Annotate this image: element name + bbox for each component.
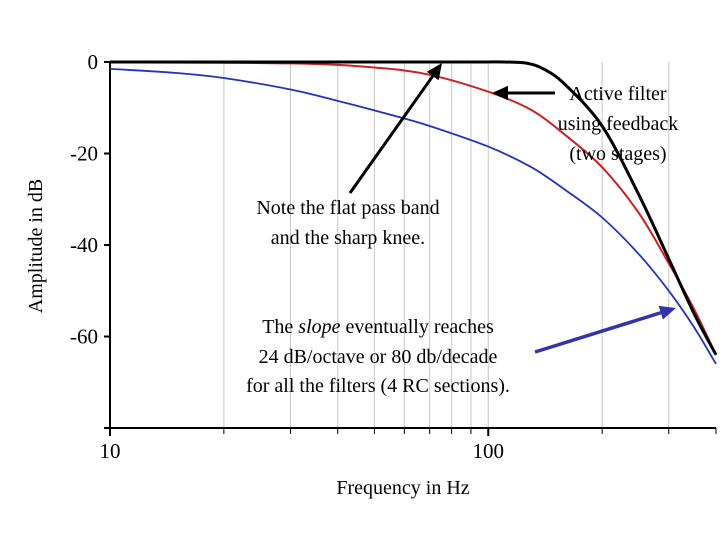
annotation-line: using feedback xyxy=(558,113,679,135)
annotation-arrows xyxy=(348,63,676,354)
x-tick-label: 100 xyxy=(473,439,505,463)
y-tick-label: -40 xyxy=(70,233,98,257)
arrow-active-filter xyxy=(492,85,555,101)
arrow-knee-head xyxy=(426,63,442,81)
x-axis-label: Frequency in Hz xyxy=(336,477,469,499)
annotation-slope-note: The slope eventually reaches 24 dB/octave… xyxy=(246,316,510,397)
y-axis-label: Amplitude in dB xyxy=(25,179,47,313)
arrow-slope-shaft xyxy=(534,311,662,354)
annotation-line: The slope eventually reaches xyxy=(262,316,494,338)
emphasis-word: slope xyxy=(298,316,340,338)
x-axis-ticks: 10 100 xyxy=(100,428,717,463)
annotation-segment: for all the filters (4 RC sections). xyxy=(246,375,510,397)
y-tick-label: -60 xyxy=(70,325,98,349)
annotation-line: (two stages) xyxy=(569,143,666,165)
series-red xyxy=(109,61,717,356)
arrow-knee xyxy=(348,63,442,194)
annotations: Active filter using feedback (two stages) N… xyxy=(246,83,678,397)
arrow-active-filter-head xyxy=(492,85,508,101)
vertical-gridlines xyxy=(223,62,670,428)
annotation-knee-note: Note the flat pass band and the sharp kne… xyxy=(256,197,439,249)
annotation-line: Note the flat pass band xyxy=(256,197,439,219)
y-axis-ticks: 0 -20 -40 -60 xyxy=(70,50,110,429)
y-tick-label: 0 xyxy=(88,50,99,74)
annotation-active-filter: Active filter using feedback (two stages) xyxy=(558,83,679,165)
arrow-knee-shaft xyxy=(348,75,434,194)
annotation-segment: eventually reaches xyxy=(341,316,494,338)
annotation-segment: 24 dB/octave or 80 db/decade xyxy=(259,346,498,368)
annotation-segment: The xyxy=(262,316,298,338)
annotation-line: and the sharp knee. xyxy=(271,227,425,249)
x-tick-label: 10 xyxy=(100,439,121,463)
series-group xyxy=(109,60,718,365)
arrow-slope xyxy=(534,305,676,354)
series-blue xyxy=(109,68,717,365)
y-tick-label: -20 xyxy=(70,142,98,166)
annotation-line: 24 dB/octave or 80 db/decade xyxy=(259,346,498,368)
annotation-line: for all the filters (4 RC sections). xyxy=(246,375,510,397)
annotation-line: Active filter xyxy=(569,83,667,105)
arrow-slope-head xyxy=(658,305,676,320)
series-active-filter xyxy=(110,60,718,356)
